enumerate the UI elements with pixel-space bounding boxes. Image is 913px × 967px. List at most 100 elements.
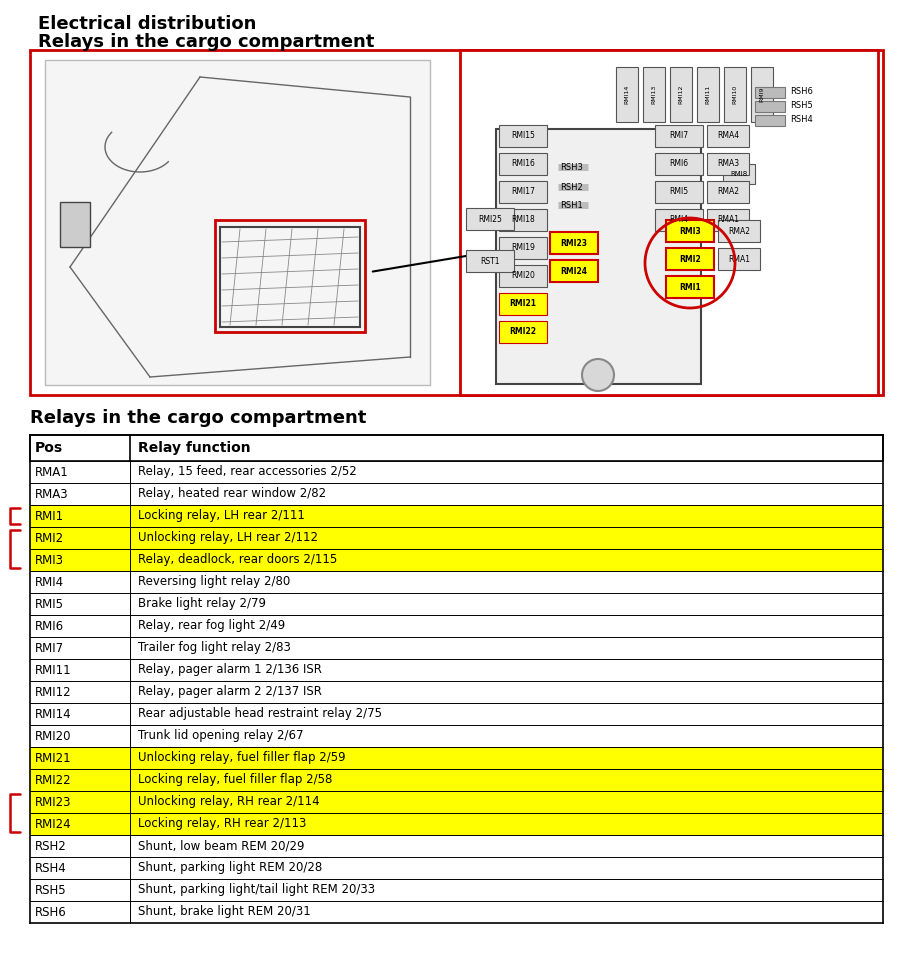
Bar bbox=[496, 129, 701, 384]
Text: RMI23: RMI23 bbox=[561, 239, 587, 248]
Bar bbox=[30, 681, 883, 703]
Bar bbox=[655, 181, 703, 203]
Text: Pos: Pos bbox=[35, 441, 63, 455]
Bar bbox=[707, 209, 749, 231]
Text: RMA4: RMA4 bbox=[717, 132, 739, 140]
Text: RMI9: RMI9 bbox=[760, 87, 764, 103]
Text: Relay, pager alarm 1 2/136 ISR: Relay, pager alarm 1 2/136 ISR bbox=[138, 663, 322, 677]
Text: RMI15: RMI15 bbox=[511, 132, 535, 140]
Text: RMI18: RMI18 bbox=[511, 216, 535, 224]
Text: RMI25: RMI25 bbox=[478, 215, 502, 223]
Bar bbox=[655, 209, 703, 231]
Text: RMI23: RMI23 bbox=[35, 796, 71, 808]
Bar bbox=[30, 527, 883, 549]
Text: RMI10: RMI10 bbox=[732, 85, 738, 104]
Bar bbox=[751, 67, 773, 122]
Bar bbox=[30, 857, 883, 879]
Bar bbox=[30, 791, 883, 813]
Text: Trunk lid opening relay 2/67: Trunk lid opening relay 2/67 bbox=[138, 729, 303, 743]
Bar bbox=[499, 153, 547, 175]
Text: RMI13: RMI13 bbox=[652, 85, 656, 104]
Text: RMA1: RMA1 bbox=[728, 254, 750, 263]
Text: Locking relay, RH rear 2/113: Locking relay, RH rear 2/113 bbox=[138, 817, 307, 831]
Bar bbox=[215, 220, 365, 332]
Text: RMA3: RMA3 bbox=[717, 160, 739, 168]
Text: RMI20: RMI20 bbox=[511, 272, 535, 280]
Text: RMI2: RMI2 bbox=[35, 532, 64, 544]
Text: RSH1: RSH1 bbox=[560, 200, 582, 210]
Text: RSH5: RSH5 bbox=[790, 102, 813, 110]
Bar bbox=[755, 87, 785, 98]
Text: Shunt, low beam REM 20/29: Shunt, low beam REM 20/29 bbox=[138, 839, 305, 853]
Bar bbox=[666, 248, 714, 270]
Bar bbox=[499, 265, 547, 287]
Text: RMA2: RMA2 bbox=[717, 188, 739, 196]
Bar bbox=[460, 50, 878, 395]
Bar bbox=[655, 153, 703, 175]
Bar bbox=[30, 659, 883, 681]
Text: RSH4: RSH4 bbox=[790, 115, 813, 125]
Text: RSH4: RSH4 bbox=[35, 862, 67, 874]
Text: RMI6: RMI6 bbox=[35, 620, 64, 632]
Text: RMI14: RMI14 bbox=[35, 708, 71, 720]
Text: Rear adjustable head restraint relay 2/75: Rear adjustable head restraint relay 2/7… bbox=[138, 708, 382, 720]
Circle shape bbox=[582, 359, 614, 391]
Text: Relay, 15 feed, rear accessories 2/52: Relay, 15 feed, rear accessories 2/52 bbox=[138, 465, 357, 479]
Text: RMI17: RMI17 bbox=[511, 188, 535, 196]
Text: RMI21: RMI21 bbox=[509, 300, 537, 308]
Text: RMI1: RMI1 bbox=[35, 510, 64, 522]
Text: RMI14: RMI14 bbox=[624, 85, 629, 104]
Bar bbox=[724, 67, 746, 122]
Text: Electrical distribution: Electrical distribution bbox=[38, 15, 257, 33]
Bar bbox=[30, 549, 883, 571]
Text: Brake light relay 2/79: Brake light relay 2/79 bbox=[138, 598, 266, 610]
Text: RSH6: RSH6 bbox=[35, 905, 67, 919]
Text: RST1: RST1 bbox=[480, 256, 499, 266]
Text: RMI24: RMI24 bbox=[561, 267, 587, 276]
Text: RMA1: RMA1 bbox=[717, 216, 739, 224]
Bar bbox=[643, 67, 665, 122]
Bar bbox=[499, 237, 547, 259]
Text: RMI12: RMI12 bbox=[678, 85, 684, 104]
Bar bbox=[550, 232, 598, 254]
Text: RMI2: RMI2 bbox=[679, 254, 701, 263]
Bar bbox=[655, 125, 703, 147]
Text: RMI6: RMI6 bbox=[669, 160, 688, 168]
Bar bbox=[550, 260, 598, 282]
Bar bbox=[30, 901, 883, 923]
Bar bbox=[30, 747, 883, 769]
Text: RSH2: RSH2 bbox=[560, 183, 582, 191]
Bar bbox=[60, 202, 90, 247]
Bar bbox=[718, 248, 760, 270]
Bar bbox=[30, 879, 883, 901]
Bar bbox=[30, 637, 883, 659]
Bar bbox=[707, 153, 749, 175]
Bar bbox=[30, 50, 883, 395]
Bar bbox=[666, 220, 714, 242]
Bar bbox=[30, 725, 883, 747]
Text: Trailer fog light relay 2/83: Trailer fog light relay 2/83 bbox=[138, 641, 291, 655]
Text: Shunt, parking light REM 20/28: Shunt, parking light REM 20/28 bbox=[138, 862, 322, 874]
Text: Locking relay, fuel filler flap 2/58: Locking relay, fuel filler flap 2/58 bbox=[138, 774, 332, 786]
Text: Relay, rear fog light 2/49: Relay, rear fog light 2/49 bbox=[138, 620, 285, 632]
Text: Shunt, parking light/tail light REM 20/33: Shunt, parking light/tail light REM 20/3… bbox=[138, 884, 375, 896]
Text: Unlocking relay, fuel filler flap 2/59: Unlocking relay, fuel filler flap 2/59 bbox=[138, 751, 346, 765]
Bar bbox=[30, 505, 883, 527]
Text: RMI20: RMI20 bbox=[35, 729, 71, 743]
Bar bbox=[466, 250, 514, 272]
Text: RMI12: RMI12 bbox=[35, 686, 71, 698]
Text: RMI19: RMI19 bbox=[511, 244, 535, 252]
Text: RMA2: RMA2 bbox=[728, 226, 750, 236]
Text: RMI4: RMI4 bbox=[669, 216, 688, 224]
Bar bbox=[670, 67, 692, 122]
Text: RMI11: RMI11 bbox=[35, 663, 71, 677]
Bar bbox=[30, 615, 883, 637]
Bar bbox=[499, 181, 547, 203]
Text: RMI5: RMI5 bbox=[669, 188, 688, 196]
Text: RMA3: RMA3 bbox=[35, 487, 68, 501]
Text: RMI8: RMI8 bbox=[730, 171, 748, 177]
Text: Shunt, brake light REM 20/31: Shunt, brake light REM 20/31 bbox=[138, 905, 310, 919]
Bar bbox=[718, 220, 760, 242]
Bar bbox=[499, 125, 547, 147]
Text: Relays in the cargo compartment: Relays in the cargo compartment bbox=[30, 409, 366, 427]
